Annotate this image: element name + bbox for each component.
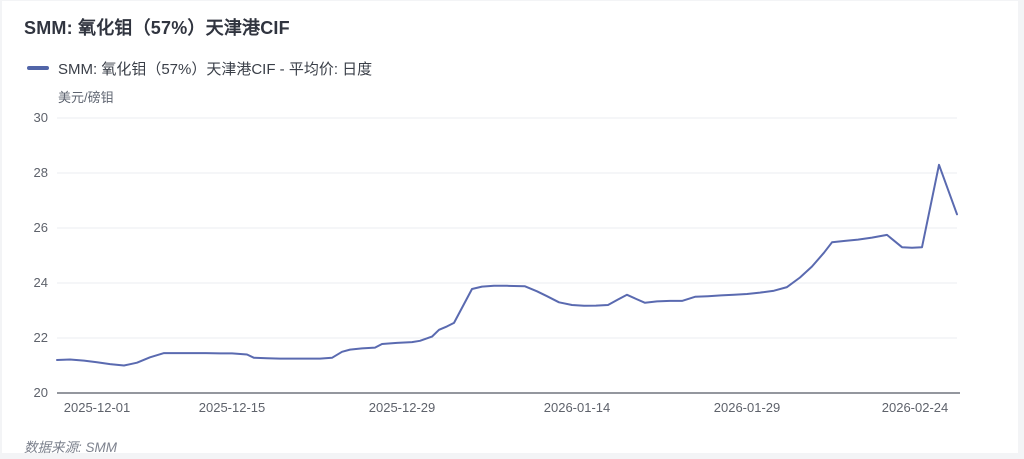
x-tick-label: 2026-01-14 [543,400,611,415]
y-tick-label: 22 [33,330,48,345]
x-tick-label: 2025-12-29 [368,400,436,415]
x-tick-label: 2025-12-01 [63,400,131,415]
price-line[interactable] [56,163,958,367]
legend-line-icon [27,66,49,70]
y-axis-unit-label: 美元/磅钼 [58,90,114,105]
y-tick-label: 24 [33,275,48,290]
data-source-note: 数据来源: SMM [24,440,117,455]
legend-label: SMM: 氧化钼（57%）天津港CIF - 平均价: 日度 [58,60,373,78]
chart-title: SMM: 氧化钼（57%）天津港CIF [24,18,290,38]
y-tick-label: 28 [33,165,48,180]
y-tick-label: 30 [33,110,48,125]
y-tick-label: 20 [33,385,48,400]
x-tick-label: 2026-01-29 [713,400,781,415]
y-tick-label: 26 [33,220,48,235]
x-tick-label: 2025-12-15 [198,400,266,415]
legend[interactable]: SMM: 氧化钼（57%）天津港CIF - 平均价: 日度 [27,60,373,78]
x-tick-label: 2026-02-24 [881,400,949,415]
